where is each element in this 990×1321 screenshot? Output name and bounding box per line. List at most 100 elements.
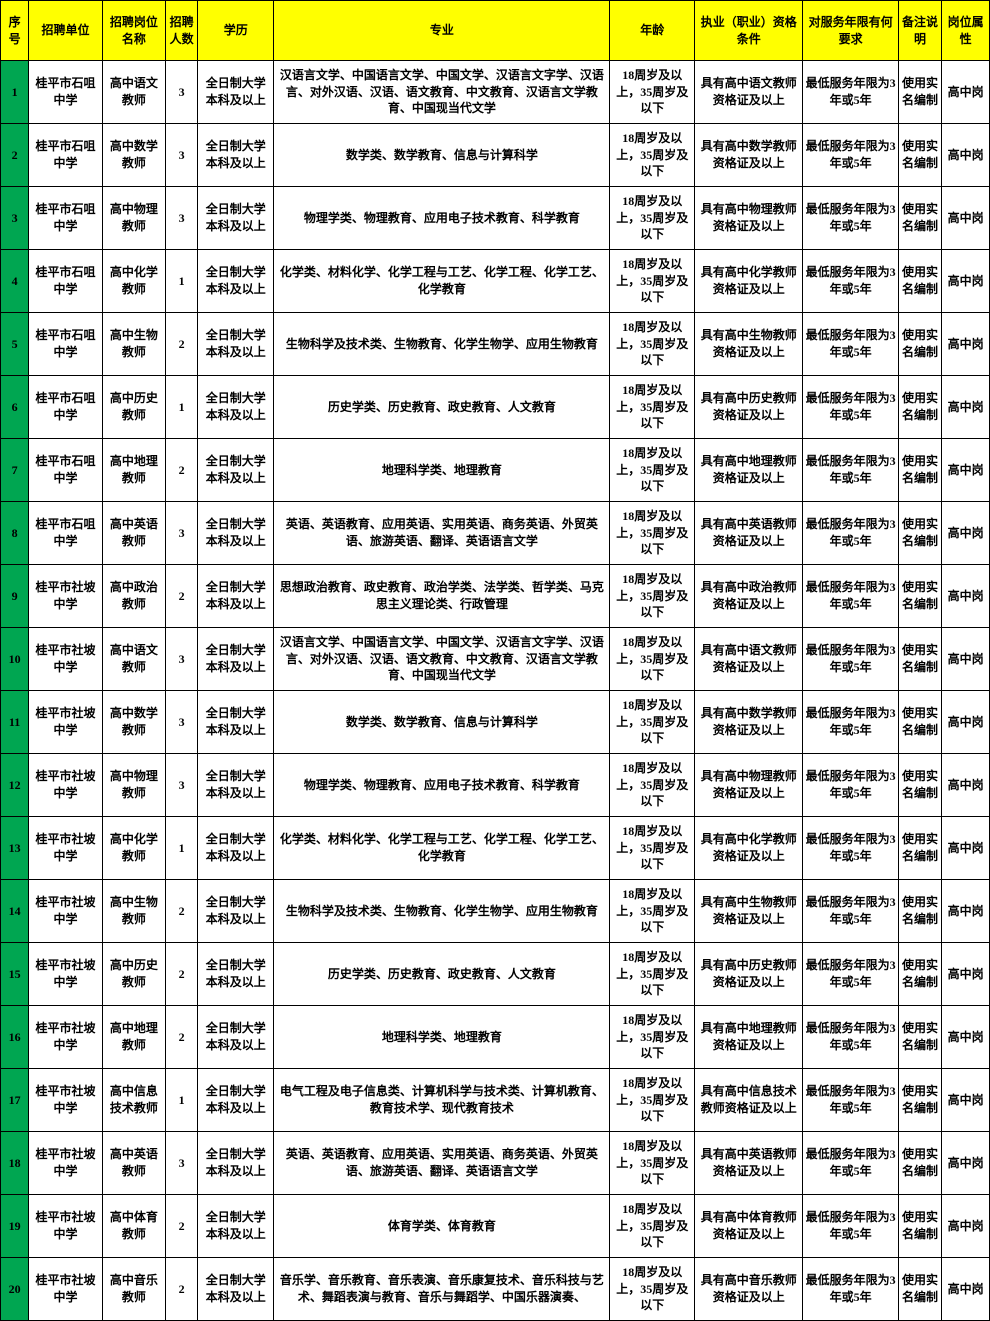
cell-edu: 全日制大学本科及以上 bbox=[198, 817, 274, 880]
cell-edu: 全日制大学本科及以上 bbox=[198, 880, 274, 943]
cell-age: 18周岁及以上，35周岁及以下 bbox=[610, 250, 695, 313]
cell-service: 最低服务年限为3年或5年 bbox=[803, 502, 898, 565]
cell-edu: 全日制大学本科及以上 bbox=[198, 439, 274, 502]
cell-count: 3 bbox=[165, 754, 198, 817]
cell-serial: 11 bbox=[1, 691, 29, 754]
cell-remark: 使用实名编制 bbox=[898, 1132, 941, 1195]
table-body: 1桂平市石咀中学高中语文教师3全日制大学本科及以上汉语言文学、中国语言文学、中国… bbox=[1, 61, 990, 1321]
cell-serial: 20 bbox=[1, 1258, 29, 1321]
cell-service: 最低服务年限为3年或5年 bbox=[803, 817, 898, 880]
cell-position: 高中政治教师 bbox=[102, 565, 165, 628]
table-row: 19桂平市社坡中学高中体育教师2全日制大学本科及以上体育学类、体育教育18周岁及… bbox=[1, 1195, 990, 1258]
table-row: 18桂平市社坡中学高中英语教师3全日制大学本科及以上英语、英语教育、应用英语、实… bbox=[1, 1132, 990, 1195]
cell-qual: 具有高中历史教师资格证及以上 bbox=[695, 376, 803, 439]
cell-qual: 具有高中语文教师资格证及以上 bbox=[695, 61, 803, 124]
cell-edu: 全日制大学本科及以上 bbox=[198, 187, 274, 250]
cell-position: 高中地理教师 bbox=[102, 439, 165, 502]
cell-age: 18周岁及以上，35周岁及以下 bbox=[610, 376, 695, 439]
cell-count: 2 bbox=[165, 565, 198, 628]
cell-unit: 桂平市社坡中学 bbox=[29, 1132, 103, 1195]
cell-qual: 具有高中地理教师资格证及以上 bbox=[695, 1006, 803, 1069]
cell-edu: 全日制大学本科及以上 bbox=[198, 1258, 274, 1321]
cell-qual: 具有高中政治教师资格证及以上 bbox=[695, 565, 803, 628]
cell-type: 高中岗 bbox=[942, 817, 990, 880]
header-age: 年龄 bbox=[610, 1, 695, 61]
cell-service: 最低服务年限为3年或5年 bbox=[803, 754, 898, 817]
cell-unit: 桂平市社坡中学 bbox=[29, 817, 103, 880]
cell-count: 3 bbox=[165, 124, 198, 187]
header-position: 招聘岗位名称 bbox=[102, 1, 165, 61]
cell-edu: 全日制大学本科及以上 bbox=[198, 250, 274, 313]
table-row: 8桂平市石咀中学高中英语教师3全日制大学本科及以上英语、英语教育、应用英语、实用… bbox=[1, 502, 990, 565]
cell-qual: 具有高中生物教师资格证及以上 bbox=[695, 880, 803, 943]
cell-qual: 具有高中信息技术教师资格证及以上 bbox=[695, 1069, 803, 1132]
cell-remark: 使用实名编制 bbox=[898, 880, 941, 943]
cell-position: 高中化学教师 bbox=[102, 817, 165, 880]
cell-type: 高中岗 bbox=[942, 250, 990, 313]
cell-count: 3 bbox=[165, 628, 198, 691]
cell-type: 高中岗 bbox=[942, 1258, 990, 1321]
cell-type: 高中岗 bbox=[942, 376, 990, 439]
table-row: 3桂平市石咀中学高中物理教师3全日制大学本科及以上物理学类、物理教育、应用电子技… bbox=[1, 187, 990, 250]
cell-remark: 使用实名编制 bbox=[898, 250, 941, 313]
cell-qual: 具有高中地理教师资格证及以上 bbox=[695, 439, 803, 502]
cell-serial: 3 bbox=[1, 187, 29, 250]
cell-count: 1 bbox=[165, 817, 198, 880]
cell-unit: 桂平市社坡中学 bbox=[29, 1069, 103, 1132]
recruitment-table: 序号 招聘单位 招聘岗位名称 招聘人数 学历 专业 年龄 执业（职业）资格条件 … bbox=[0, 0, 990, 1321]
cell-qual: 具有高中生物教师资格证及以上 bbox=[695, 313, 803, 376]
cell-major: 英语、英语教育、应用英语、实用英语、商务英语、外贸英语、旅游英语、翻译、英语语言… bbox=[274, 502, 610, 565]
cell-age: 18周岁及以上，35周岁及以下 bbox=[610, 502, 695, 565]
cell-serial: 18 bbox=[1, 1132, 29, 1195]
cell-qual: 具有高中音乐教师资格证及以上 bbox=[695, 1258, 803, 1321]
cell-edu: 全日制大学本科及以上 bbox=[198, 124, 274, 187]
cell-major: 化学类、材料化学、化学工程与工艺、化学工程、化学工艺、化学教育 bbox=[274, 250, 610, 313]
cell-type: 高中岗 bbox=[942, 880, 990, 943]
cell-serial: 17 bbox=[1, 1069, 29, 1132]
cell-age: 18周岁及以上，35周岁及以下 bbox=[610, 1132, 695, 1195]
cell-serial: 8 bbox=[1, 502, 29, 565]
cell-type: 高中岗 bbox=[942, 502, 990, 565]
cell-unit: 桂平市社坡中学 bbox=[29, 691, 103, 754]
table-row: 10桂平市社坡中学高中语文教师3全日制大学本科及以上汉语言文学、中国语言文学、中… bbox=[1, 628, 990, 691]
cell-count: 3 bbox=[165, 691, 198, 754]
cell-count: 2 bbox=[165, 1195, 198, 1258]
cell-position: 高中历史教师 bbox=[102, 943, 165, 1006]
cell-type: 高中岗 bbox=[942, 1006, 990, 1069]
cell-major: 物理学类、物理教育、应用电子技术教育、科学教育 bbox=[274, 754, 610, 817]
cell-age: 18周岁及以上，35周岁及以下 bbox=[610, 61, 695, 124]
cell-count: 2 bbox=[165, 880, 198, 943]
cell-position: 高中数学教师 bbox=[102, 691, 165, 754]
cell-qual: 具有高中数学教师资格证及以上 bbox=[695, 124, 803, 187]
cell-position: 高中信息技术教师 bbox=[102, 1069, 165, 1132]
cell-serial: 1 bbox=[1, 61, 29, 124]
cell-type: 高中岗 bbox=[942, 61, 990, 124]
cell-qual: 具有高中化学教师资格证及以上 bbox=[695, 250, 803, 313]
cell-qual: 具有高中物理教师资格证及以上 bbox=[695, 754, 803, 817]
table-row: 20桂平市社坡中学高中音乐教师2全日制大学本科及以上音乐学、音乐教育、音乐表演、… bbox=[1, 1258, 990, 1321]
cell-position: 高中体育教师 bbox=[102, 1195, 165, 1258]
cell-qual: 具有高中英语教师资格证及以上 bbox=[695, 502, 803, 565]
cell-qual: 具有高中语文教师资格证及以上 bbox=[695, 628, 803, 691]
table-row: 2桂平市石咀中学高中数学教师3全日制大学本科及以上数学类、数学教育、信息与计算科… bbox=[1, 124, 990, 187]
cell-remark: 使用实名编制 bbox=[898, 502, 941, 565]
table-row: 1桂平市石咀中学高中语文教师3全日制大学本科及以上汉语言文学、中国语言文学、中国… bbox=[1, 61, 990, 124]
cell-position: 高中物理教师 bbox=[102, 754, 165, 817]
cell-remark: 使用实名编制 bbox=[898, 691, 941, 754]
cell-position: 高中化学教师 bbox=[102, 250, 165, 313]
header-unit: 招聘单位 bbox=[29, 1, 103, 61]
cell-unit: 桂平市社坡中学 bbox=[29, 1006, 103, 1069]
cell-qual: 具有高中体育教师资格证及以上 bbox=[695, 1195, 803, 1258]
cell-age: 18周岁及以上，35周岁及以下 bbox=[610, 1069, 695, 1132]
cell-position: 高中历史教师 bbox=[102, 376, 165, 439]
table-row: 15桂平市社坡中学高中历史教师2全日制大学本科及以上历史学类、历史教育、政史教育… bbox=[1, 943, 990, 1006]
cell-serial: 4 bbox=[1, 250, 29, 313]
cell-service: 最低服务年限为3年或5年 bbox=[803, 439, 898, 502]
cell-type: 高中岗 bbox=[942, 565, 990, 628]
cell-remark: 使用实名编制 bbox=[898, 1195, 941, 1258]
cell-serial: 13 bbox=[1, 817, 29, 880]
cell-type: 高中岗 bbox=[942, 628, 990, 691]
cell-remark: 使用实名编制 bbox=[898, 61, 941, 124]
cell-edu: 全日制大学本科及以上 bbox=[198, 943, 274, 1006]
cell-remark: 使用实名编制 bbox=[898, 187, 941, 250]
